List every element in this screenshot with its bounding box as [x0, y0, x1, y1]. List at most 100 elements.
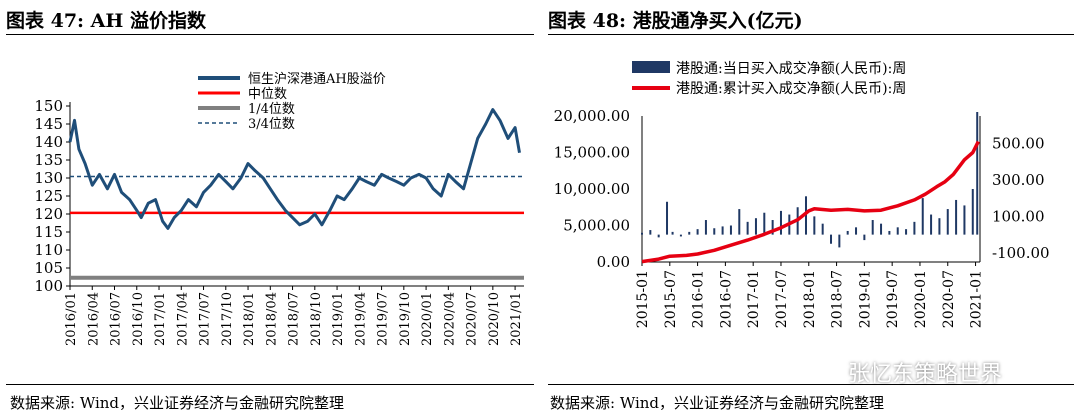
left-y-tick-label: 5,000.00 — [563, 217, 630, 235]
left-data-source: 数据来源: Wind，兴业证券经济与金融研究院整理 — [10, 394, 345, 412]
weekly-net-buy-bar — [946, 209, 949, 235]
y-tick-label: 105 — [34, 259, 63, 277]
weekly-net-buy-bar — [971, 189, 974, 235]
right-y-tick-label: 100.00 — [992, 207, 1045, 225]
x-tick-label: 2020/04 — [442, 292, 457, 346]
x-tick-label: 2018/07 — [287, 292, 302, 346]
legend-label: 中位数 — [248, 87, 287, 102]
right-y-tick-label: -100.00 — [992, 244, 1050, 262]
wechat-icon — [809, 360, 840, 383]
y-tick-label: 130 — [34, 169, 63, 187]
weekly-net-buy-bar — [679, 234, 682, 237]
weekly-net-buy-bar — [888, 230, 891, 235]
right-y-tick-label: 500.00 — [992, 134, 1045, 152]
southbound-flow-chart: 0.00 5,000.00 10,000.00 15,000.00 20,000.00 -… — [554, 60, 1050, 328]
right-data-source: 数据来源: Wind，兴业证券经济与金融研究院整理 — [550, 394, 885, 412]
weekly-net-buy-bar — [657, 234, 660, 238]
weekly-net-buy-bar — [871, 220, 874, 235]
weekly-net-buy-bar — [938, 218, 941, 235]
weekly-net-buy-bar — [754, 218, 757, 235]
cumulative-net-buy-line — [641, 140, 980, 264]
x-tick-label: 2018-01 — [802, 270, 818, 328]
right-y-tick-label: 300.00 — [992, 171, 1045, 189]
x-tick-label: 2017-01 — [746, 270, 762, 328]
y-tick-label: 120 — [34, 205, 63, 223]
y-tick-label: 135 — [34, 151, 63, 169]
x-tick-label: 2020/01 — [420, 292, 435, 346]
x-tick-label: 2018-07 — [830, 270, 846, 328]
weekly-net-buy-bar — [838, 234, 841, 248]
weekly-net-buy-bar — [896, 227, 899, 235]
left-y-tick-label: 0.00 — [597, 253, 630, 271]
x-tick-label: 2015-01 — [635, 270, 651, 328]
x-tick-label: 2017/10 — [220, 292, 235, 346]
ah-premium-series-line — [68, 108, 521, 230]
y-tick-label: 125 — [34, 187, 63, 205]
x-tick-label: 2021/01 — [509, 292, 524, 346]
weekly-net-buy-bar — [721, 226, 724, 235]
weekly-net-buy-bar — [666, 201, 669, 235]
weekly-net-buy-bar — [671, 231, 674, 235]
x-tick-label: 2019/01 — [331, 292, 346, 346]
left-y-tick-label: 20,000.00 — [554, 107, 630, 125]
left-y-tick-label: 10,000.00 — [554, 180, 630, 198]
weekly-net-buy-bar — [713, 228, 716, 235]
x-tick-label: 2017/04 — [175, 292, 190, 346]
weekly-net-buy-bar — [813, 216, 816, 235]
x-tick-label: 2018/10 — [309, 292, 324, 346]
x-tick-label: 2016/01 — [64, 292, 79, 346]
weekly-net-buy-bar — [704, 220, 707, 235]
weekly-net-buy-bar — [846, 230, 849, 235]
right-source-rule — [548, 384, 1074, 385]
left-source-rule — [6, 384, 534, 385]
x-tick-label: 2016/10 — [131, 292, 146, 346]
y-tick-label: 115 — [34, 223, 63, 241]
x-tick-label: 2019/04 — [353, 292, 368, 346]
weekly-net-buy-bar — [821, 223, 824, 235]
watermark: 张忆东策略世界 — [808, 356, 1002, 388]
left-title-rule — [6, 34, 534, 35]
x-tick-label: 2020/10 — [487, 292, 502, 346]
right-title-rule — [548, 34, 1074, 35]
weekly-net-buy-bar — [738, 209, 741, 235]
weekly-net-buy-bar — [905, 229, 908, 235]
y-tick-label: 110 — [34, 241, 63, 259]
x-tick-label: 2019-07 — [885, 270, 901, 328]
legend-label: 港股通:累计买入成交净额(人民币):周 — [676, 80, 906, 97]
x-tick-label: 2015-07 — [663, 270, 679, 328]
x-tick-label: 2019/10 — [398, 292, 413, 346]
right-chart-title: 图表 48: 港股通净买入(亿元) — [548, 10, 803, 32]
x-tick-label: 2020-01 — [913, 270, 929, 328]
weekly-net-buy-bar — [729, 225, 732, 235]
x-tick-label: 2019-01 — [857, 270, 873, 328]
weekly-net-buy-bar — [880, 223, 883, 235]
x-tick-label: 2019/07 — [376, 292, 391, 346]
y-tick-label: 140 — [34, 133, 63, 151]
watermark-text: 张忆东策略世界 — [848, 362, 1003, 387]
legend-label: 港股通:当日买入成交净额(人民币):周 — [676, 60, 906, 77]
weekly-net-buy-bar — [921, 198, 924, 235]
legend-label: 恒生沪深港通AH股溢价 — [248, 71, 386, 87]
weekly-net-buy-bar — [771, 220, 774, 235]
x-tick-label: 2021-01 — [969, 270, 985, 328]
weekly-net-buy-bar — [963, 205, 966, 235]
legend-label: 1/4位数 — [248, 102, 295, 117]
weekly-net-buy-bar — [688, 231, 691, 235]
x-tick-label: 2017/07 — [198, 292, 213, 346]
left-chart-title: 图表 47: AH 溢价指数 — [6, 10, 206, 32]
weekly-net-buy-bar — [976, 112, 979, 235]
y-tick-label: 145 — [34, 115, 63, 133]
x-tick-label: 2016-01 — [691, 270, 707, 328]
x-tick-label: 2020-07 — [941, 270, 957, 328]
weekly-net-buy-bar — [641, 232, 643, 235]
weekly-net-buy-bar — [913, 221, 916, 235]
x-tick-label: 2018/01 — [242, 292, 257, 346]
weekly-net-buy-bar — [649, 230, 652, 235]
x-tick-label: 2016/07 — [109, 292, 124, 346]
weekly-net-buy-bar — [830, 234, 833, 244]
x-tick-label: 2017/01 — [153, 292, 168, 346]
x-tick-label: 2016-07 — [718, 270, 734, 328]
weekly-net-buy-bar — [855, 227, 858, 235]
legend-swatch-bars — [632, 61, 670, 73]
